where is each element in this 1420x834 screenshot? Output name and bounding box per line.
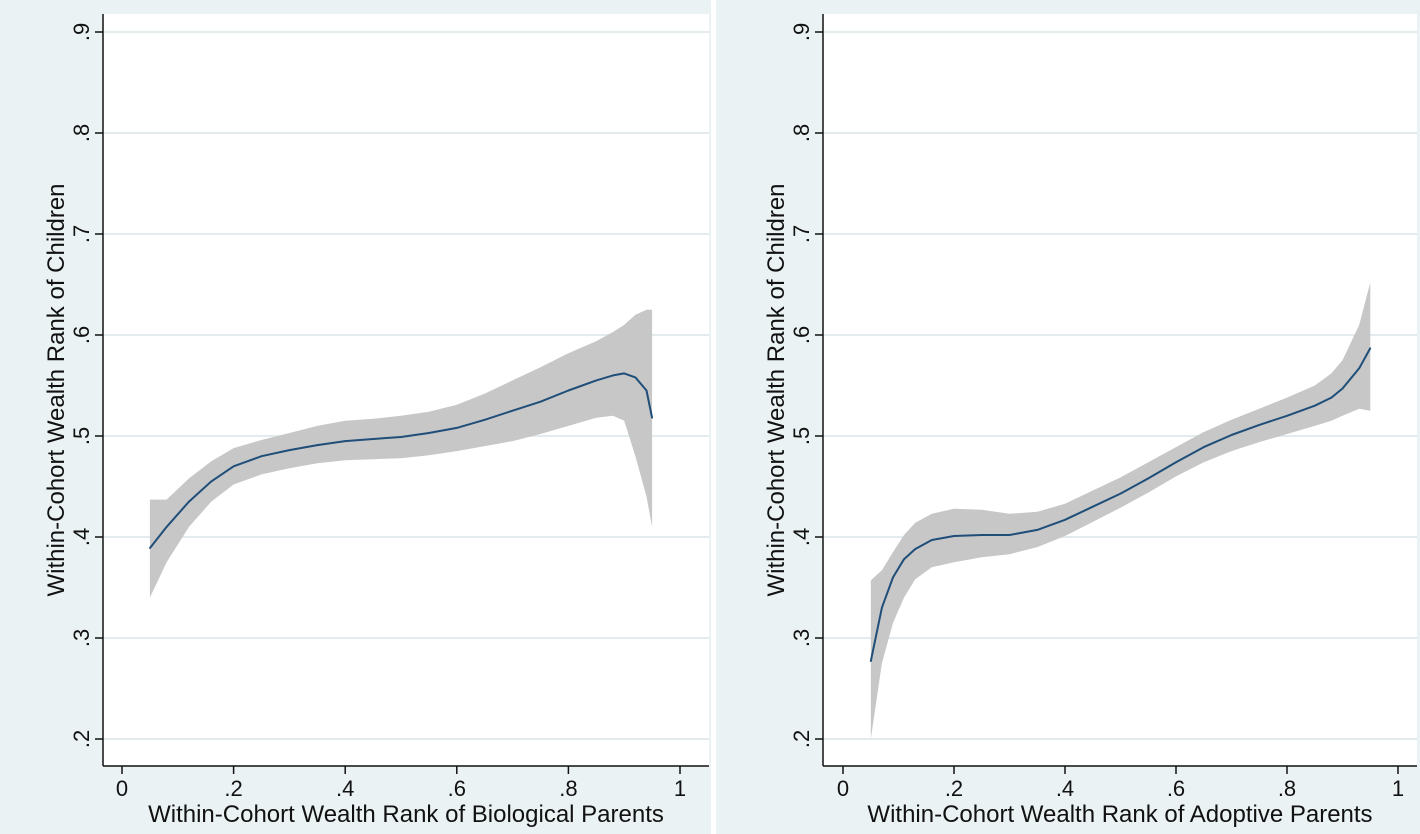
y-tick-label-left-3: .5 (69, 427, 94, 445)
y-tick-label-right-6: .8 (789, 124, 814, 142)
fit-point-left-9 (372, 438, 374, 440)
y-tick-label-right-7: .9 (789, 23, 814, 41)
fit-point-right-8 (1008, 534, 1011, 536)
fit-point-left-2 (188, 500, 190, 503)
x-ticks-right: 0 .2 .4 .6 .8 1 (837, 766, 1404, 801)
fit-point-left-21 (645, 389, 648, 392)
y-tick-label-right-3: .5 (789, 427, 814, 445)
fit-point-right-4 (914, 548, 916, 550)
x-tick-label-left-1: .2 (224, 776, 242, 801)
fit-point-right-5 (931, 539, 933, 541)
fit-point-right-12 (1119, 492, 1122, 495)
panel-right: 0 .2 .4 .6 .8 1 .2 .3 .4 .5 .6 .7 .8 .9 Within-Cohor… (716, 0, 1420, 834)
fit-point-left-7 (316, 444, 319, 446)
fit-point-right-7 (980, 534, 983, 536)
fit-point-right-11 (1091, 505, 1094, 508)
fit-point-left-15 (539, 400, 542, 403)
y-axis-label-right: Within-Cohort Wealth Rank of Children (763, 183, 790, 596)
fit-line-right-path (869, 347, 1372, 662)
fit-point-right-17 (1258, 424, 1261, 426)
fit-point-right-20 (1330, 396, 1333, 399)
y-tick-label-right-5: .7 (789, 225, 814, 243)
y-tick-label-left-5: .7 (69, 225, 94, 243)
fit-point-right-23 (1369, 347, 1372, 349)
fit-point-right-14 (1175, 461, 1177, 464)
fit-point-right-6 (953, 535, 955, 537)
fit-point-left-1 (165, 526, 168, 528)
y-tick-label-right-1: .3 (789, 629, 814, 647)
x-tick-label-right-0: 0 (837, 776, 849, 801)
y-tick-label-right-4: .6 (789, 326, 814, 344)
fit-point-right-13 (1147, 477, 1150, 480)
y-axis-label-left: Within-Cohort Wealth Rank of Children (43, 183, 70, 596)
fit-point-right-10 (1064, 519, 1066, 521)
x-tick-label-left-5: 1 (674, 776, 686, 801)
confidence-band-left-area (149, 309, 653, 598)
confidence-band-right (870, 282, 1371, 739)
y-tick-label-left-2: .4 (69, 528, 94, 546)
fit-point-left-13 (483, 419, 486, 421)
x-tick-label-left-0: 0 (116, 776, 128, 801)
y-tick-label-left-4: .6 (69, 326, 94, 344)
gridlines-left (103, 31, 709, 740)
panel-left: 0 .2 .4 .6 .8 1 .2 .3 .4 .5 .6 .7 .8 .9 Within-Cohor… (0, 0, 711, 834)
gridlines-right (823, 31, 1417, 740)
fit-point-right-0 (869, 660, 872, 663)
fit-point-left-12 (456, 427, 458, 429)
fit-point-left-18 (612, 374, 614, 377)
fit-point-right-18 (1286, 415, 1288, 417)
fit-point-right-9 (1036, 529, 1039, 531)
fit-point-right-1 (881, 606, 883, 609)
fit-line-left (149, 372, 654, 549)
fit-point-left-0 (149, 547, 151, 549)
fit-point-left-20 (634, 376, 637, 379)
fit-point-left-16 (567, 389, 570, 392)
y-ticks-right: .2 .3 .4 .5 .6 .7 .8 .9 (789, 23, 823, 748)
y-tick-label-left-1: .3 (69, 629, 94, 647)
x-tick-label-right-2: .4 (1056, 776, 1074, 801)
x-tick-label-right-3: .6 (1167, 776, 1185, 801)
fit-point-right-15 (1202, 446, 1205, 448)
confidence-band-right-area (870, 282, 1371, 739)
fit-line-right (869, 347, 1372, 663)
fit-point-left-4 (232, 465, 235, 468)
fit-point-left-17 (595, 379, 598, 382)
fit-point-right-3 (903, 558, 905, 561)
fit-point-left-5 (260, 455, 263, 458)
fit-point-right-2 (892, 576, 894, 579)
fit-point-left-6 (288, 449, 291, 451)
fit-point-left-19 (623, 372, 625, 375)
x-tick-label-right-4: .8 (1278, 776, 1296, 801)
fit-point-right-19 (1313, 404, 1316, 407)
fit-point-left-22 (651, 417, 653, 419)
fit-point-left-8 (344, 440, 347, 442)
y-tick-label-left-6: .8 (69, 124, 94, 142)
y-tick-label-left-7: .9 (69, 23, 94, 41)
fit-point-right-22 (1358, 367, 1360, 370)
x-axis-label-left: Within-Cohort Wealth Rank of Biological … (148, 801, 664, 828)
x-tick-label-left-2: .4 (336, 776, 354, 801)
y-tick-label-right-0: .2 (789, 730, 814, 748)
fit-point-left-10 (400, 436, 402, 438)
x-tick-label-right-5: 1 (1392, 776, 1404, 801)
x-axis-label-right: Within-Cohort Wealth Rank of Adoptive Pa… (867, 801, 1372, 828)
y-tick-label-right-2: .4 (789, 528, 814, 546)
confidence-band-left (149, 309, 653, 598)
y-ticks-left: .2 .3 .4 .5 .6 .7 .8 .9 (69, 23, 103, 748)
fit-point-left-11 (428, 432, 430, 434)
x-tick-label-left-3: .6 (448, 776, 466, 801)
x-tick-label-right-1: .2 (945, 776, 963, 801)
x-ticks-left: 0 .2 .4 .6 .8 1 (116, 766, 686, 801)
fit-point-left-3 (210, 480, 213, 483)
y-tick-label-left-0: .2 (69, 730, 94, 748)
fit-point-right-21 (1341, 387, 1344, 390)
fit-point-right-16 (1230, 434, 1233, 436)
fit-point-left-14 (511, 409, 514, 412)
x-tick-label-left-4: .8 (559, 776, 577, 801)
